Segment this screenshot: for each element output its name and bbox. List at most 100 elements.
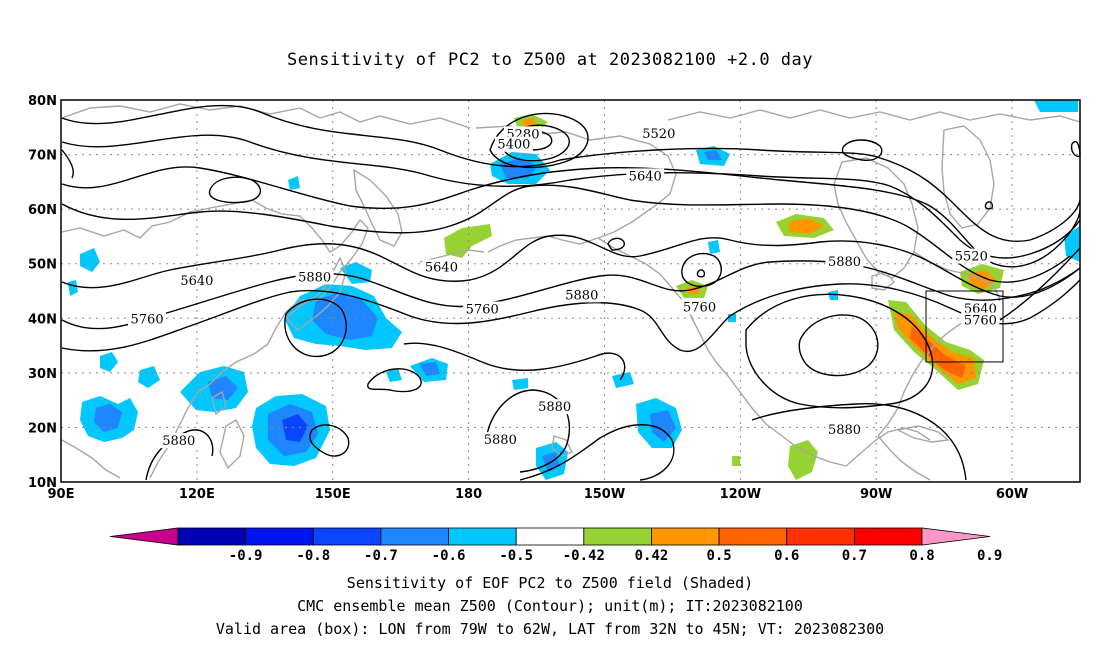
colorbar-box (312, 527, 382, 546)
figure-title: Sensitivity of PC2 to Z500 at 2023082100… (286, 50, 813, 70)
contour-label: 5880 (298, 270, 331, 285)
contour-line (798, 314, 879, 377)
lat-tick-label: 50N (28, 258, 57, 273)
contour-line (61, 279, 1081, 353)
contour-line (751, 403, 967, 481)
colorbar-label: -0.7 (364, 548, 398, 564)
colorbar-label: 0.7 (842, 548, 867, 564)
shade-blob (340, 262, 372, 284)
contour-label-bg (159, 433, 198, 449)
colorbar-label: -0.6 (432, 548, 466, 564)
contour-label-bg (463, 301, 502, 317)
contour-label: 5880 (828, 423, 861, 438)
contour-line (61, 104, 1081, 242)
contour-line (696, 269, 706, 278)
colorbar-label: -0.8 (296, 548, 330, 564)
valid-area-box (925, 290, 1004, 363)
contour-label: 5760 (466, 303, 499, 318)
shade-blob (612, 372, 634, 388)
coast-asia (61, 103, 471, 129)
contour-label-bg (952, 248, 991, 264)
contour-line (367, 368, 422, 393)
lon-tick-label: 120E (179, 487, 215, 502)
colorbar-label: 0.5 (706, 548, 731, 564)
shade-blob (500, 158, 538, 178)
caption-line-2: CMC ensemble mean Z500 (Contour); unit(m… (297, 597, 803, 615)
colorbar-label: 0.8 (909, 548, 934, 564)
coast-gulf (845, 427, 931, 467)
shade-blob (732, 456, 740, 466)
colorbar-label: -0.9 (229, 548, 263, 564)
contour-label: 5760 (964, 313, 997, 328)
shade-blob (1034, 100, 1078, 112)
contour-line (145, 429, 214, 481)
contour-label-bg (825, 422, 864, 438)
colorbar-box (177, 527, 247, 546)
shade-blob (444, 224, 492, 258)
lon-tick-label: 90W (860, 487, 892, 502)
lat-tick-label: 80N (28, 94, 57, 109)
shade-blob (788, 218, 824, 234)
colorbar-box (651, 527, 720, 546)
coast-cuba (895, 425, 950, 443)
contour-line (61, 234, 1081, 298)
contour-label: 5640 (425, 261, 458, 276)
contour-label: 5880 (565, 288, 598, 303)
contour-label: 5640 (180, 274, 213, 289)
colorbar-end-low (109, 527, 179, 546)
shade-blob (100, 352, 118, 372)
colorbar-box (786, 527, 855, 546)
contour-label-bg (639, 125, 678, 141)
lon-tick-labels: 90E 120E 150E 180 150W 120W 90W 60W (48, 487, 1029, 502)
colorbar-label: 0.9 (977, 548, 1002, 564)
contour-label: 5520 (642, 127, 675, 142)
colorbar-label: 0.42 (635, 548, 669, 564)
coast-philippines (219, 419, 245, 470)
shade-blob (708, 240, 720, 254)
contour-label-bg (422, 259, 461, 275)
shade-blob (94, 404, 122, 432)
contour-label: 5520 (955, 250, 988, 265)
shade-blob (80, 248, 100, 272)
contour-label: 5880 (538, 400, 571, 415)
shade-blob (282, 414, 308, 442)
shade-blob (138, 366, 160, 388)
contour-line (489, 112, 589, 169)
coast-seasia (61, 439, 121, 479)
contour-line (61, 184, 1071, 283)
colorbar-box (583, 527, 652, 546)
shade-blob (288, 176, 300, 190)
coast-alaska (475, 125, 677, 253)
contour-label-bg (562, 287, 601, 303)
shade-blob (208, 376, 238, 400)
contour-line (984, 201, 994, 210)
plot-frame (60, 99, 1081, 483)
contour-label-bg (481, 431, 520, 447)
colorbar-box (380, 527, 449, 546)
contour-label: 5880 (484, 433, 517, 448)
contour-line (61, 134, 1081, 259)
contour-label-bg (535, 399, 574, 415)
lat-tick-label: 20N (28, 421, 57, 436)
coast-asia-east (61, 199, 369, 479)
lat-tick-label: 10N (28, 476, 57, 491)
contour-line (519, 424, 675, 481)
contour-line (284, 298, 347, 358)
contour-line (61, 260, 1081, 330)
colorbar-box (245, 527, 314, 546)
contour-line (208, 176, 262, 204)
contour-label: 5640 (629, 169, 662, 184)
contour-label-bg (128, 311, 167, 327)
shade-blob (386, 368, 402, 382)
contour-label: 5400 (497, 138, 530, 153)
contour-label: 5880 (828, 255, 861, 270)
contour-label-bg (494, 136, 533, 152)
colorbar-box (448, 527, 517, 546)
lat-tick-label: 30N (28, 367, 57, 382)
contour-line (745, 293, 934, 409)
shade-blob (512, 378, 528, 390)
contour-label-bg (295, 269, 334, 285)
colorbar-box (718, 527, 788, 546)
contour-label-bg (680, 299, 719, 315)
